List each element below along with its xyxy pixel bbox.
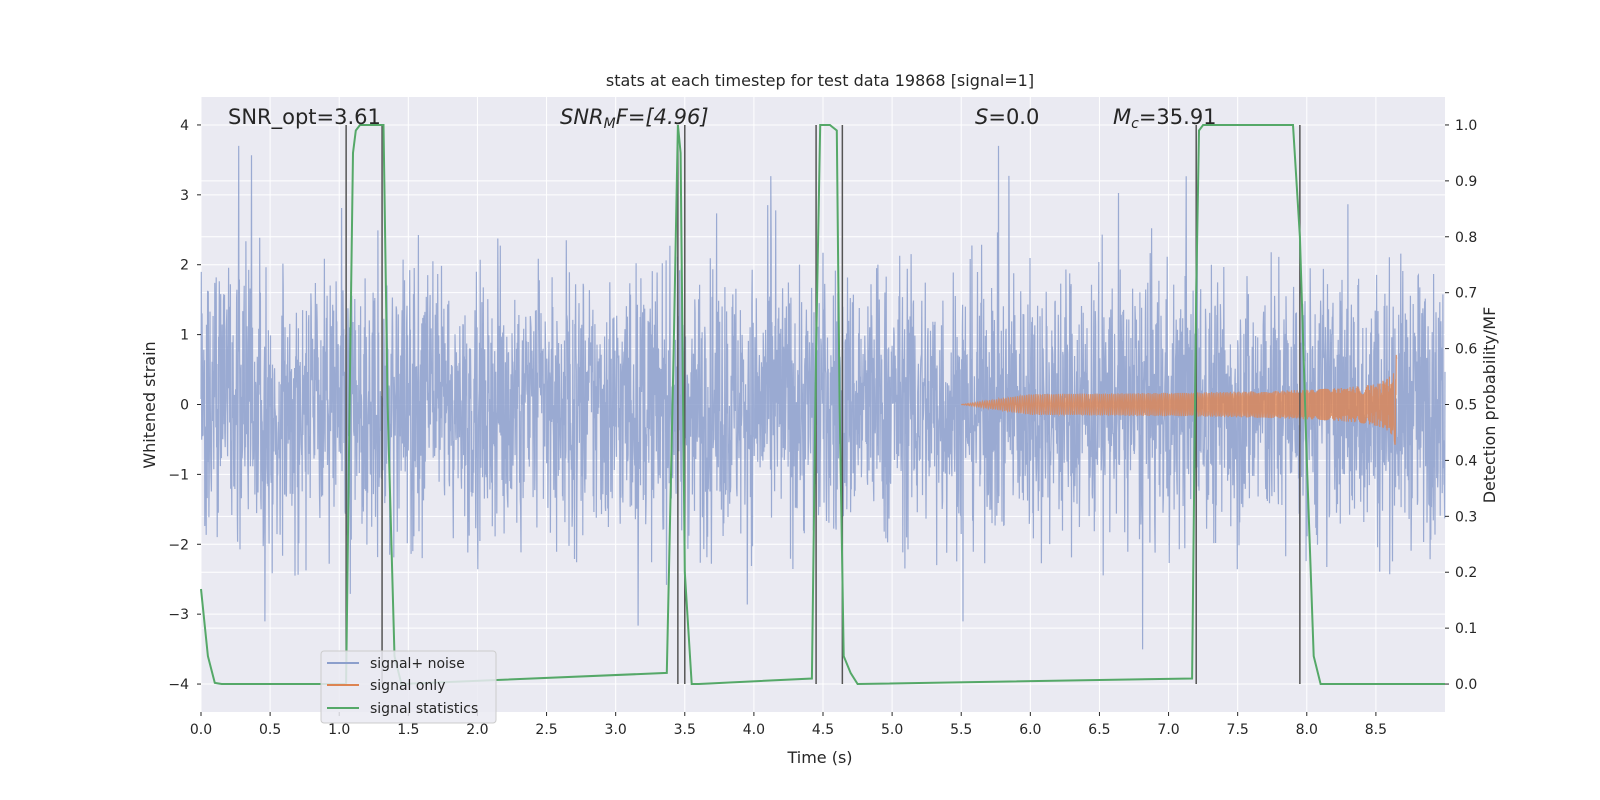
x-tick-label: 0.5: [259, 722, 281, 738]
x-tick-label: 4.0: [743, 722, 765, 738]
series-signal-statistics: [200, 124, 1445, 686]
y-right-tick-label: 0.7: [1455, 286, 1477, 302]
y-axis-right-label: Detection probability/MF: [1480, 307, 1499, 504]
legend: signal+ noise signal only signal statist…: [320, 650, 497, 724]
y-axis-left-label: Whitened strain: [140, 341, 159, 468]
legend-box: [320, 650, 497, 724]
y-left-tick-label: −1: [168, 467, 189, 483]
y-right-tick-label: 1.0: [1455, 118, 1477, 134]
x-tick-label: 6.0: [1019, 722, 1041, 738]
statistics-trace: [200, 124, 1445, 686]
chart-title: stats at each timestep for test data 198…: [606, 71, 1034, 90]
x-tick-label: 7.5: [1227, 722, 1249, 738]
y-right-tick-label: 0.5: [1455, 398, 1477, 414]
signal-trace: [961, 354, 1398, 445]
noise-trace: [200, 145, 1446, 650]
x-tick-label: 4.5: [812, 722, 834, 738]
x-axis-ticks: 0.0 0.5 1.0 1.5 2.0 2.5 3.0 3.5 4.0 4.5 5.0 5.5 6.0 6…: [190, 712, 1387, 738]
y-right-tick-label: 0.9: [1455, 174, 1477, 190]
x-tick-label: 5.0: [881, 722, 903, 738]
y-axis-right-ticks: 0.0 0.1 0.2 0.3 0.4 0.5 0.6 0.7 0.8 0.9 1.0: [1445, 118, 1477, 693]
x-axis-label: Time (s): [786, 748, 852, 767]
y-left-tick-label: 1: [180, 328, 189, 344]
y-left-tick-label: 2: [180, 258, 189, 274]
y-right-tick-label: 0.3: [1455, 509, 1477, 525]
annotation-s: S=0.0: [975, 105, 1039, 129]
y-left-tick-label: 3: [180, 188, 189, 204]
y-right-tick-label: 0.6: [1455, 342, 1477, 358]
x-tick-label: 5.5: [950, 722, 972, 738]
x-tick-label: 2.5: [535, 722, 557, 738]
annotation-mc-sub: c: [1131, 116, 1139, 132]
annotation-s-rest: =0.0: [988, 105, 1039, 129]
y-right-tick-label: 0.8: [1455, 230, 1477, 246]
annotation-snr-mf: SNRMF=[4.96]: [560, 105, 709, 132]
series-signal-only: [961, 354, 1398, 445]
y-right-tick-label: 0.1: [1455, 621, 1477, 637]
legend-label-signal: signal only: [370, 678, 445, 694]
y-right-tick-label: 0.0: [1455, 677, 1477, 693]
annotation-snr-mf-rest: F=[4.96]: [616, 105, 709, 129]
y-right-tick-label: 0.2: [1455, 565, 1477, 581]
x-tick-label: 6.5: [1088, 722, 1110, 738]
y-axis-left-ticks: −4 −3 −2 −1 0 1 2 3 4: [168, 118, 201, 693]
x-tick-label: 8.0: [1296, 722, 1318, 738]
y-left-tick-label: 4: [180, 118, 189, 134]
x-tick-label: 3.0: [605, 722, 627, 738]
annotation-mc-rest: =35.91: [1139, 105, 1217, 129]
x-tick-label: 1.5: [397, 722, 419, 738]
x-tick-label: 8.5: [1365, 722, 1387, 738]
y-left-tick-label: −4: [168, 677, 189, 693]
y-left-tick-label: −2: [168, 537, 189, 553]
annotation-s-main: S: [975, 105, 988, 129]
x-tick-label: 1.0: [328, 722, 350, 738]
legend-label-statistics: signal statistics: [370, 701, 478, 717]
annotation-snr-mf-main: SNR: [560, 105, 604, 129]
annotation-snr-opt: SNR_opt=3.61: [228, 105, 381, 130]
x-tick-label: 7.0: [1157, 722, 1179, 738]
annotation-mc: Mc=35.91: [1113, 105, 1217, 132]
annotation-mc-main: M: [1113, 105, 1131, 129]
x-tick-label: 2.0: [466, 722, 488, 738]
x-tick-label: 0.0: [190, 722, 212, 738]
y-right-tick-label: 0.4: [1455, 453, 1477, 469]
y-left-tick-label: −3: [168, 607, 189, 623]
annotation-snr-mf-sub: M: [604, 116, 616, 132]
x-tick-label: 3.5: [674, 722, 696, 738]
legend-label-noise: signal+ noise: [370, 656, 465, 672]
y-left-tick-label: 0: [180, 398, 189, 414]
series-signal-noise: [200, 145, 1446, 650]
